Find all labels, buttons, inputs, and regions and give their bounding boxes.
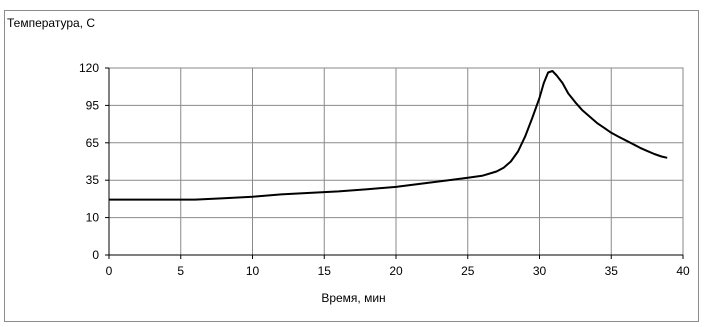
y-tick-label: 10 bbox=[86, 211, 100, 225]
x-tick-label: 15 bbox=[318, 264, 332, 278]
y-axis-title: Температура, С bbox=[7, 16, 96, 30]
x-tick-label: 30 bbox=[533, 264, 547, 278]
x-tick-label: 40 bbox=[676, 264, 690, 278]
x-tick-label: 10 bbox=[246, 264, 260, 278]
x-axis-title: Время, мин bbox=[321, 291, 386, 305]
x-tick-label: 20 bbox=[389, 264, 403, 278]
y-tick-label: 65 bbox=[86, 136, 100, 150]
y-tick-label: 0 bbox=[92, 248, 99, 262]
x-tick-label: 25 bbox=[461, 264, 475, 278]
x-tick-label: 35 bbox=[605, 264, 619, 278]
x-tick-label: 5 bbox=[177, 264, 184, 278]
y-tick-label: 95 bbox=[86, 98, 100, 112]
x-tick-label: 0 bbox=[106, 264, 113, 278]
y-tick-label: 35 bbox=[86, 173, 100, 187]
temperature-series-line bbox=[109, 70, 668, 201]
y-tick-label: 120 bbox=[79, 61, 99, 75]
